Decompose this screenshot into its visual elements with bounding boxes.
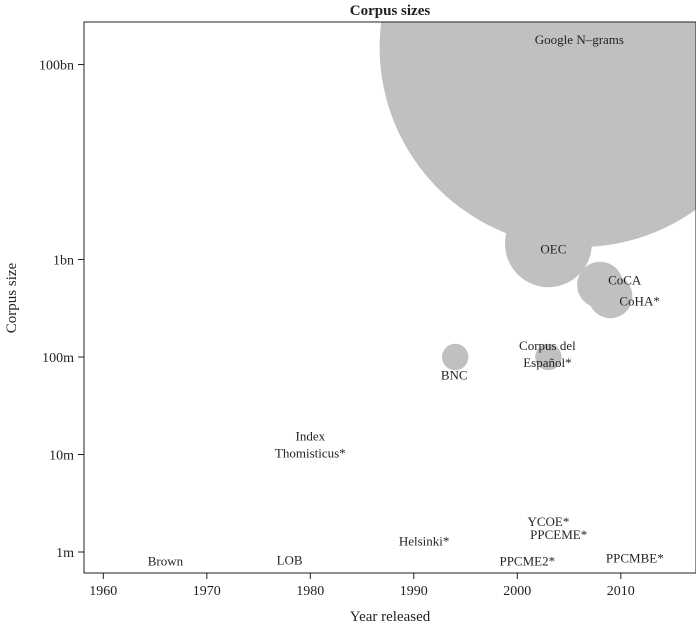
y-tick-label: 100m [42, 351, 74, 366]
bubble-label-line: Thomisticus* [275, 446, 346, 461]
bubble-corpus-del-espa-ol [535, 343, 562, 371]
y-tick-label: 100bn [39, 59, 74, 74]
y-axis: 1m 10m 100m 1bn 100bn [39, 59, 84, 561]
bubble-label-line: Google N–grams [535, 32, 624, 47]
x-tick-label: 1970 [193, 584, 221, 599]
bubble-label-line: LOB [277, 553, 303, 568]
bubble-label-line: Helsinki* [399, 533, 450, 548]
bubble-layer [379, 22, 696, 371]
bubble-label-line: PPCEME* [530, 527, 587, 542]
x-tick-label: 1990 [400, 584, 428, 599]
bubble-label-ppcme2: PPCME2* [499, 554, 555, 569]
bubble-label-ycoe: YCOE* [527, 514, 569, 529]
x-axis-label: Year released [350, 609, 431, 625]
y-tick-label: 10m [49, 449, 74, 464]
bubble-label-layer: Google N–grams OEC CoCA CoHA* BNC Corpus del E… [148, 32, 664, 569]
bubble-label-line: CoCA [608, 272, 642, 287]
x-tick-label: 2010 [607, 584, 635, 599]
y-tick-label: 1m [56, 546, 74, 561]
chart-title: Corpus sizes [350, 3, 431, 19]
bubble-label-ppceme: PPCEME* [530, 527, 587, 542]
bubble-label-line: YCOE* [527, 514, 569, 529]
y-tick-label: 1bn [53, 254, 74, 269]
bubble-label-helsinki: Helsinki* [399, 533, 450, 548]
bubble-label-ppcmbe: PPCMBE* [606, 551, 664, 566]
bubble-oec [505, 200, 592, 288]
plot-frame [83, 21, 696, 574]
bubble-label-line: CoHA* [619, 294, 659, 309]
x-tick-label: 2000 [503, 584, 531, 599]
x-tick-label: 1980 [296, 584, 324, 599]
bubble-label-line: BNC [441, 368, 468, 383]
bubble-bnc [442, 343, 469, 371]
bubble-label-bnc: BNC [441, 368, 468, 383]
bubble-label-google-n-grams: Google N–grams [535, 32, 624, 47]
bubble-label-oec: OEC [540, 241, 566, 256]
bubble-label-line: OEC [540, 241, 566, 256]
bubble-coha [588, 274, 633, 319]
bubble-label-corpus-del-espa-ol: Corpus del Español* [519, 338, 576, 370]
bubble-label-coha: CoHA* [619, 294, 659, 309]
bubble-label-lob: LOB [277, 553, 303, 568]
x-axis: 1960 1970 1980 1990 2000 2010 [89, 573, 635, 599]
bubble-label-line: Corpus del [519, 338, 576, 353]
bubble-label-line: Brown [148, 554, 184, 569]
bubble-google-n-grams [379, 22, 696, 248]
bubble-label-brown: Brown [148, 554, 184, 569]
bubble-label-index-thomisticus: Index Thomisticus* [275, 429, 346, 461]
x-tick-label: 1960 [89, 584, 117, 599]
bubble-label-line: Index [295, 429, 325, 444]
bubble-label-coca: CoCA [608, 272, 642, 287]
bubble-label-line: Español* [523, 355, 571, 370]
y-axis-label: Corpus size [4, 262, 20, 333]
bubble-label-line: PPCMBE* [606, 551, 664, 566]
bubble-label-line: PPCME2* [499, 554, 555, 569]
